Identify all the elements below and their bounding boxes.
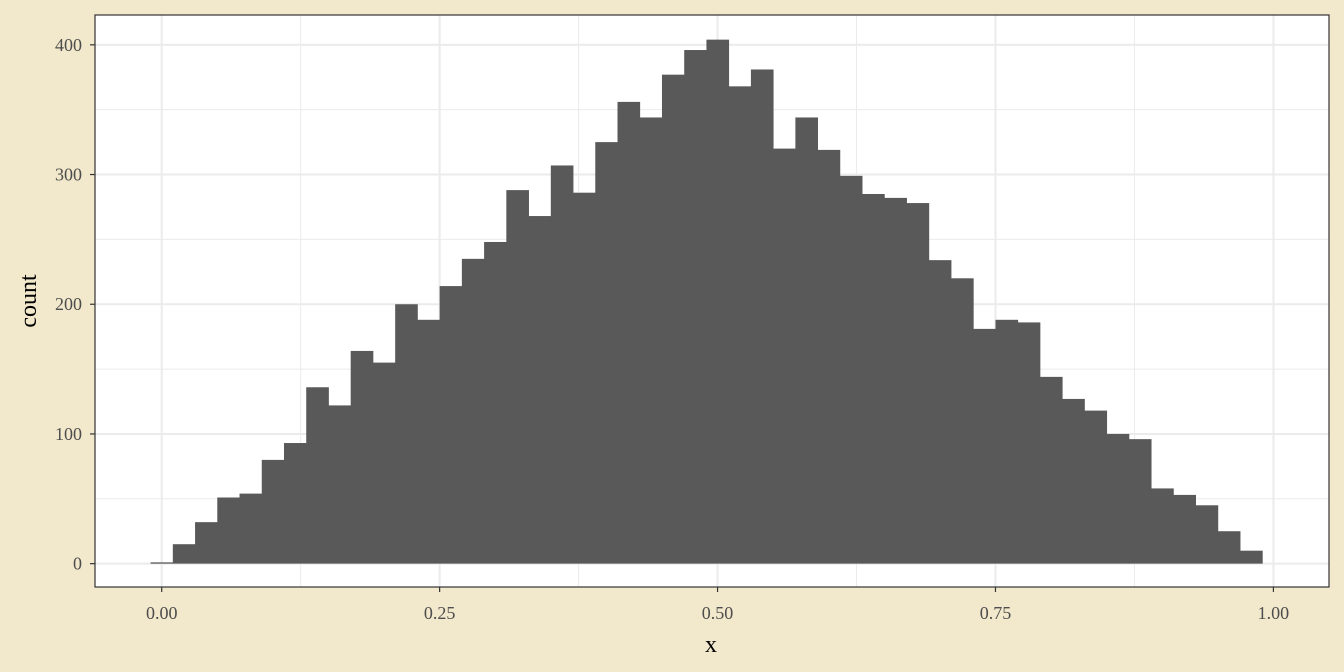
histogram-bar bbox=[195, 522, 218, 564]
histogram-bar bbox=[283, 443, 307, 564]
histogram-bar bbox=[639, 117, 663, 564]
histogram-bar bbox=[172, 544, 196, 564]
histogram-bar bbox=[1017, 322, 1041, 564]
histogram-bar bbox=[484, 241, 507, 564]
histogram-bar bbox=[1084, 410, 1108, 564]
histogram-bar bbox=[1240, 550, 1263, 564]
histogram-bar bbox=[884, 197, 907, 564]
histogram-bar bbox=[750, 69, 774, 564]
histogram-bar bbox=[350, 350, 374, 564]
histogram-bar bbox=[951, 278, 974, 564]
histogram-bar bbox=[328, 405, 352, 564]
histogram-bar bbox=[706, 39, 730, 564]
y-tick-label: 100 bbox=[55, 424, 82, 444]
histogram-bar bbox=[661, 74, 685, 564]
histogram-bar bbox=[839, 175, 863, 564]
y-tick-label: 200 bbox=[55, 294, 82, 314]
histogram-bar bbox=[973, 328, 996, 564]
histogram-bar bbox=[795, 117, 819, 564]
histogram-bar bbox=[684, 50, 707, 564]
histogram-bar bbox=[395, 304, 418, 564]
histogram-bar bbox=[150, 562, 174, 564]
x-tick-label: 0.50 bbox=[702, 603, 734, 623]
x-axis-title: x bbox=[705, 632, 717, 658]
x-tick-label: 0.25 bbox=[424, 603, 456, 623]
histogram-bar bbox=[261, 459, 285, 564]
histogram-bars bbox=[150, 39, 1263, 564]
x-tick-label: 0.75 bbox=[980, 603, 1012, 623]
histogram-bar bbox=[617, 101, 641, 564]
histogram-bar bbox=[239, 493, 263, 564]
histogram-bar bbox=[306, 387, 329, 564]
histogram-bar bbox=[550, 165, 574, 564]
histogram-bar bbox=[1128, 439, 1152, 564]
histogram-bar bbox=[773, 148, 796, 564]
y-tick-label: 400 bbox=[55, 35, 82, 55]
y-axis: 0 100 200 300 400 bbox=[55, 35, 95, 574]
x-axis: 0.00 0.25 0.50 0.75 1.00 bbox=[146, 587, 1289, 623]
histogram-bar bbox=[573, 192, 596, 564]
histogram-bar bbox=[995, 319, 1019, 564]
histogram-bar bbox=[1195, 505, 1219, 564]
y-tick-label: 300 bbox=[55, 165, 82, 185]
histogram-bar bbox=[817, 149, 841, 564]
histogram-bar bbox=[528, 216, 552, 564]
histogram-bar bbox=[595, 142, 618, 564]
histogram-bar bbox=[928, 260, 952, 564]
histogram-bar bbox=[439, 286, 463, 564]
histogram-bar bbox=[906, 203, 930, 564]
y-tick-label: 0 bbox=[73, 554, 82, 574]
x-tick-label: 0.00 bbox=[146, 603, 178, 623]
histogram-bar bbox=[1039, 376, 1063, 564]
histogram-bar bbox=[506, 190, 529, 564]
histogram-bar bbox=[862, 193, 885, 564]
histogram-bar bbox=[217, 497, 240, 564]
panel-border bbox=[94, 14, 1330, 588]
histogram-bar bbox=[1217, 531, 1241, 564]
histogram-bar bbox=[1106, 433, 1130, 564]
histogram-bar bbox=[461, 258, 485, 564]
histogram-bar bbox=[728, 86, 752, 564]
x-tick-label: 1.00 bbox=[1258, 603, 1290, 623]
histogram-bar bbox=[417, 319, 441, 564]
histogram-bar bbox=[372, 362, 396, 564]
histogram-bar bbox=[1062, 398, 1085, 564]
histogram-bar bbox=[1151, 488, 1174, 564]
y-axis-title: count bbox=[16, 274, 42, 328]
histogram-bar bbox=[1173, 494, 1196, 564]
